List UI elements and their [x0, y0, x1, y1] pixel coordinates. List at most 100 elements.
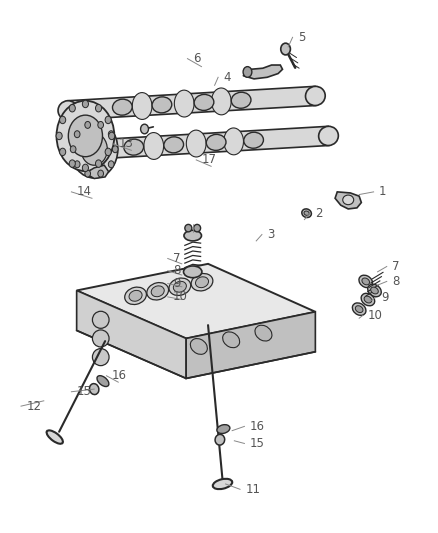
Ellipse shape	[129, 290, 142, 301]
Ellipse shape	[362, 278, 370, 285]
Ellipse shape	[186, 130, 206, 157]
Ellipse shape	[124, 139, 144, 155]
Ellipse shape	[319, 126, 338, 146]
Text: 9: 9	[381, 291, 389, 304]
Text: 7: 7	[392, 260, 399, 273]
Ellipse shape	[185, 224, 192, 232]
Ellipse shape	[212, 88, 231, 115]
Ellipse shape	[108, 161, 114, 168]
Text: 8: 8	[392, 275, 399, 288]
Text: 12: 12	[26, 400, 41, 413]
Ellipse shape	[125, 287, 146, 304]
Text: 1: 1	[379, 185, 386, 198]
Ellipse shape	[92, 349, 109, 366]
Ellipse shape	[231, 92, 251, 108]
Ellipse shape	[224, 128, 244, 155]
Ellipse shape	[191, 338, 207, 354]
Ellipse shape	[368, 284, 381, 297]
Ellipse shape	[217, 425, 230, 433]
Ellipse shape	[95, 160, 102, 167]
Ellipse shape	[69, 160, 75, 167]
Ellipse shape	[56, 132, 62, 140]
Text: 13: 13	[118, 138, 133, 150]
Ellipse shape	[60, 116, 66, 124]
Ellipse shape	[194, 224, 201, 232]
Ellipse shape	[81, 133, 107, 165]
Polygon shape	[77, 264, 315, 338]
Text: 15: 15	[250, 437, 265, 450]
Ellipse shape	[97, 376, 109, 386]
Text: 2: 2	[315, 207, 323, 220]
Text: 7: 7	[173, 252, 180, 265]
Ellipse shape	[113, 99, 132, 115]
Text: 16: 16	[250, 420, 265, 433]
Ellipse shape	[105, 148, 111, 156]
Ellipse shape	[164, 137, 184, 153]
Text: 8: 8	[173, 264, 180, 277]
Ellipse shape	[68, 115, 102, 157]
Ellipse shape	[194, 94, 214, 110]
Ellipse shape	[152, 97, 172, 113]
Ellipse shape	[70, 146, 76, 152]
Ellipse shape	[169, 278, 191, 295]
Ellipse shape	[255, 325, 272, 341]
Text: 10: 10	[368, 309, 383, 322]
Ellipse shape	[46, 430, 63, 444]
Ellipse shape	[92, 311, 109, 328]
Ellipse shape	[173, 281, 187, 292]
Ellipse shape	[281, 43, 290, 55]
Ellipse shape	[112, 146, 118, 152]
Ellipse shape	[206, 134, 226, 150]
Ellipse shape	[85, 122, 91, 128]
Ellipse shape	[132, 93, 152, 119]
Ellipse shape	[371, 287, 378, 294]
Ellipse shape	[302, 209, 311, 217]
Ellipse shape	[57, 101, 114, 171]
Ellipse shape	[98, 170, 103, 177]
Text: 10: 10	[173, 290, 188, 303]
Ellipse shape	[184, 266, 202, 278]
Polygon shape	[243, 65, 283, 79]
Polygon shape	[85, 165, 109, 179]
Polygon shape	[335, 192, 361, 209]
Text: 15: 15	[77, 385, 92, 398]
Polygon shape	[67, 86, 316, 120]
Ellipse shape	[105, 116, 111, 124]
Polygon shape	[77, 290, 186, 378]
Ellipse shape	[215, 434, 225, 445]
Polygon shape	[78, 126, 329, 160]
Ellipse shape	[109, 132, 115, 140]
Ellipse shape	[359, 275, 372, 288]
Text: 9: 9	[173, 277, 180, 290]
Ellipse shape	[74, 161, 80, 168]
Ellipse shape	[58, 101, 78, 120]
Ellipse shape	[364, 296, 372, 303]
Text: 11: 11	[245, 483, 260, 496]
Ellipse shape	[141, 124, 148, 134]
Ellipse shape	[361, 293, 374, 306]
Ellipse shape	[195, 277, 208, 288]
Ellipse shape	[69, 104, 75, 112]
Ellipse shape	[98, 122, 103, 128]
Text: 17: 17	[201, 154, 216, 166]
Text: 16: 16	[112, 369, 127, 382]
Ellipse shape	[353, 303, 366, 316]
Ellipse shape	[85, 170, 91, 177]
Ellipse shape	[82, 164, 88, 172]
Ellipse shape	[147, 282, 169, 300]
Text: 3: 3	[267, 228, 275, 241]
Ellipse shape	[343, 195, 354, 205]
Ellipse shape	[191, 273, 213, 291]
Text: 5: 5	[298, 31, 305, 44]
Ellipse shape	[74, 131, 80, 138]
Ellipse shape	[69, 141, 88, 160]
Ellipse shape	[92, 330, 109, 347]
Ellipse shape	[306, 86, 325, 106]
Ellipse shape	[89, 384, 99, 394]
Ellipse shape	[304, 211, 309, 215]
Ellipse shape	[108, 131, 114, 138]
Ellipse shape	[60, 148, 66, 156]
Ellipse shape	[71, 120, 118, 178]
Polygon shape	[186, 312, 315, 378]
Ellipse shape	[144, 133, 164, 159]
